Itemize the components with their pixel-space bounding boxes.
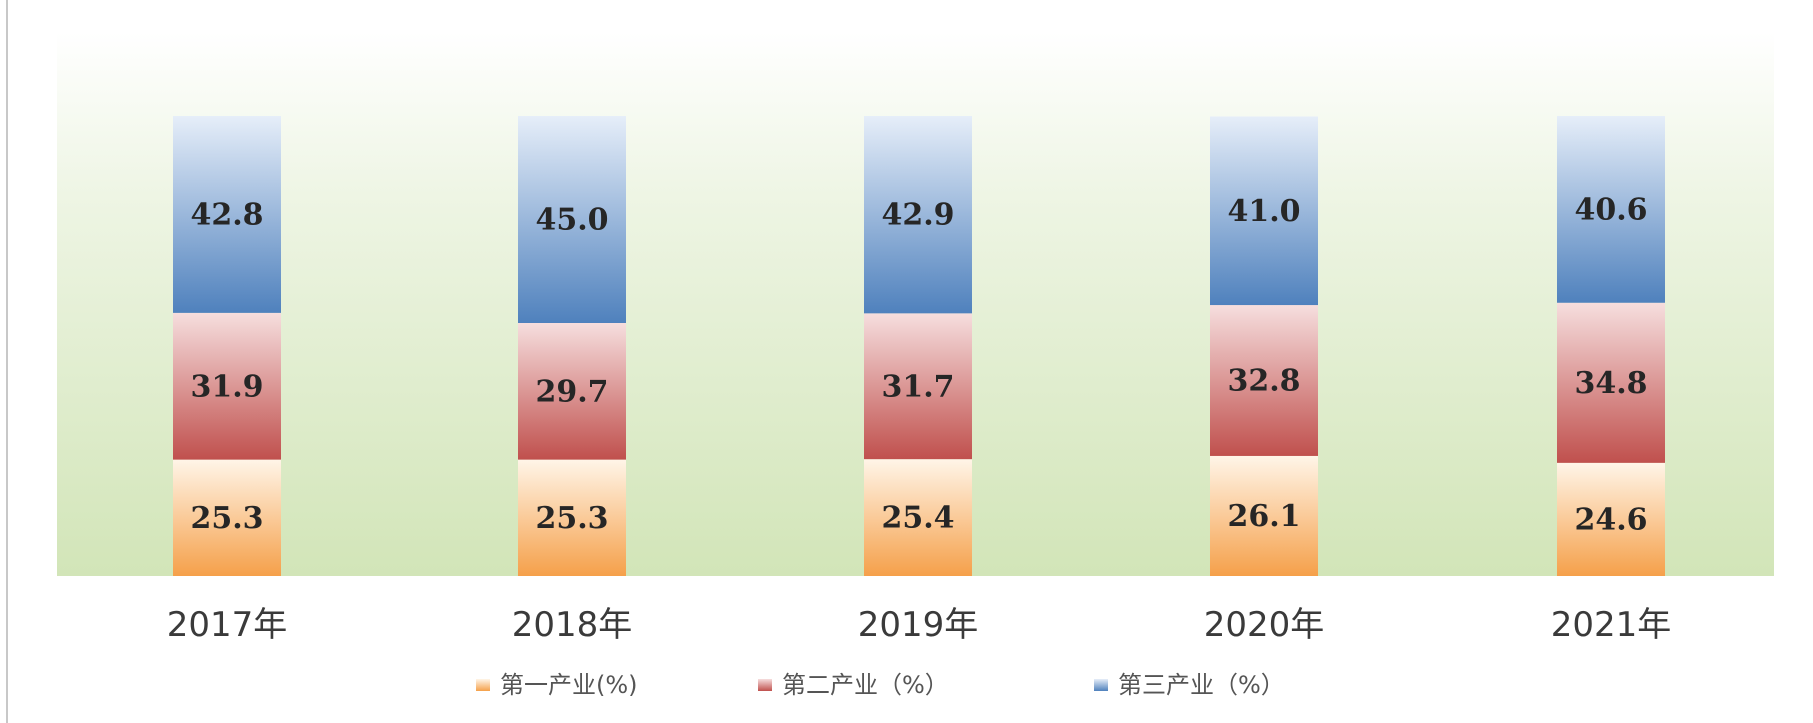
data-label-primary-5: 24.6 xyxy=(1574,502,1647,537)
data-label-secondary-1: 31.9 xyxy=(190,369,263,404)
left-border xyxy=(6,0,8,723)
legend: 第一产业(%) 第二产业（%） 第三产业（%） xyxy=(476,671,1285,699)
bar-primary-4 xyxy=(1210,455,1318,576)
legend-swatch-primary xyxy=(476,679,490,691)
legend-label-tertiary: 第三产业（%） xyxy=(1118,671,1285,699)
data-label-secondary-4: 32.8 xyxy=(1227,364,1300,399)
legend-label-secondary: 第二产业（%） xyxy=(782,671,949,699)
bar-tertiary-4 xyxy=(1210,116,1318,306)
x-tick-label-4: 2020年 xyxy=(1204,605,1325,645)
data-label-primary-1: 25.3 xyxy=(190,501,263,536)
data-label-primary-2: 25.3 xyxy=(535,501,608,536)
bar-primary-3 xyxy=(864,459,972,576)
x-axis-labels: 2017年 2018年 2019年 2020年 2021年 xyxy=(167,605,1672,645)
data-label-tertiary-4: 41.0 xyxy=(1227,194,1300,229)
x-tick-label-5: 2021年 xyxy=(1551,605,1672,645)
data-label-tertiary-5: 40.6 xyxy=(1574,192,1647,227)
data-label-primary-3: 25.4 xyxy=(881,501,954,536)
bar-secondary-3 xyxy=(864,313,972,460)
bar-secondary-5 xyxy=(1557,302,1665,463)
legend-swatch-secondary xyxy=(758,679,772,691)
bar-tertiary-3 xyxy=(864,116,972,314)
bar-secondary-4 xyxy=(1210,305,1318,456)
bar-tertiary-2 xyxy=(518,116,626,323)
bar-tertiary-1 xyxy=(173,116,281,313)
x-tick-label-3: 2019年 xyxy=(858,605,979,645)
bars-group: 25.3 31.9 42.8 25.3 29.7 45.0 25.4 31.7 42.9 26.1… xyxy=(173,116,1665,576)
bar-secondary-1 xyxy=(173,312,281,460)
data-label-secondary-2: 29.7 xyxy=(535,374,608,409)
x-tick-label-1: 2017年 xyxy=(167,605,288,645)
data-label-tertiary-2: 45.0 xyxy=(535,203,608,238)
data-label-secondary-3: 31.7 xyxy=(881,369,954,404)
bar-primary-5 xyxy=(1557,462,1665,576)
legend-swatch-tertiary xyxy=(1094,679,1108,691)
bar-primary-1 xyxy=(173,459,281,576)
legend-label-primary: 第一产业(%) xyxy=(500,671,638,699)
data-label-tertiary-3: 42.9 xyxy=(881,198,954,233)
bar-secondary-2 xyxy=(518,323,626,460)
data-label-secondary-5: 34.8 xyxy=(1574,366,1647,401)
bar-tertiary-5 xyxy=(1557,116,1665,303)
bar-primary-2 xyxy=(518,459,626,576)
x-tick-label-2: 2018年 xyxy=(512,605,633,645)
data-label-primary-4: 26.1 xyxy=(1227,499,1300,534)
data-label-tertiary-1: 42.8 xyxy=(190,197,263,232)
